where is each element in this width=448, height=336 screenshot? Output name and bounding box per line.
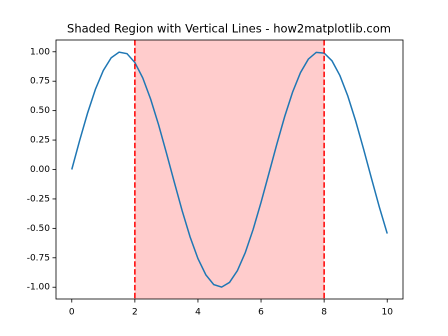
x-tick-label: 4: [195, 308, 201, 318]
y-tick-label: 0.50: [30, 106, 50, 116]
y-tick-label: 0.75: [30, 77, 50, 87]
y-tick-label: 1.00: [30, 47, 50, 57]
y-tick-label: -0.25: [27, 194, 50, 204]
y-tick-label: 0.00: [30, 165, 50, 175]
line-series: [71, 51, 388, 288]
x-tick-label: 6: [258, 308, 264, 318]
x-tick-label: 2: [132, 308, 138, 318]
shaded-region: [134, 40, 325, 299]
y-tick-label: -0.50: [27, 224, 51, 234]
x-tick-label: 0: [69, 308, 75, 318]
y-tick-label: 0.25: [30, 136, 50, 146]
chart-title: Shaded Region with Vertical Lines - how2…: [67, 22, 391, 36]
y-tick-label: -1.00: [27, 283, 51, 293]
x-tick-label: 10: [382, 308, 394, 318]
y-tick-label: -0.75: [27, 253, 50, 263]
x-tick-label: 8: [321, 308, 327, 318]
